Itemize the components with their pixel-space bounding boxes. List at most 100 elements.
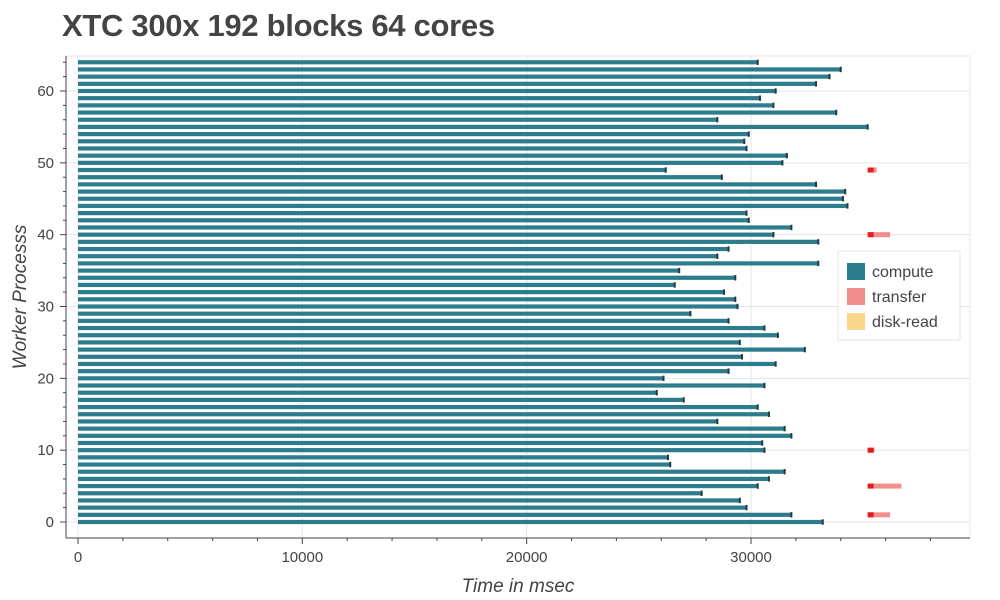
compute-bar — [78, 81, 817, 86]
compute-bar-end — [741, 354, 744, 360]
compute-bar-end — [727, 318, 730, 324]
transfer-bar — [867, 483, 902, 489]
compute-bar-end — [767, 476, 770, 482]
compute-bar-end — [774, 361, 777, 367]
compute-bar — [78, 211, 747, 216]
compute-bar-end — [828, 73, 831, 80]
compute-bar — [78, 254, 718, 259]
compute-bar-end — [716, 253, 719, 259]
compute-bar-end — [720, 174, 723, 180]
compute-bar-end — [772, 102, 775, 109]
transfer-bar — [867, 232, 891, 238]
y-tick-label: 0 — [46, 514, 54, 531]
compute-bar-end — [835, 109, 838, 116]
compute-bar-end — [821, 519, 824, 525]
compute-bar-end — [727, 246, 730, 252]
legend-label: transfer — [872, 289, 927, 306]
compute-bar — [78, 232, 774, 237]
compute-bar-end — [723, 289, 726, 295]
compute-bar-end — [700, 490, 703, 496]
y-tick-label: 20 — [37, 370, 54, 387]
compute-bar — [78, 476, 769, 481]
compute-bar — [78, 361, 776, 367]
compute-bar-end — [783, 469, 786, 475]
compute-bar — [78, 88, 776, 94]
compute-bar-end — [803, 346, 806, 353]
compute-bar — [78, 268, 680, 273]
compute-bar — [78, 304, 738, 309]
transfer-bar-edge — [867, 447, 874, 453]
compute-bar — [78, 297, 736, 302]
compute-bar — [78, 124, 868, 130]
compute-bar — [78, 498, 740, 503]
compute-bar — [78, 433, 792, 438]
compute-bar-end — [745, 504, 748, 511]
compute-bar-end — [767, 411, 770, 417]
compute-bar-end — [666, 454, 669, 461]
compute-bar-end — [839, 66, 842, 73]
compute-bar-end — [866, 124, 869, 130]
x-tick-label: 10000 — [281, 549, 323, 566]
compute-bar — [78, 354, 743, 359]
compute-bar-end — [743, 138, 746, 144]
compute-bar — [78, 448, 765, 453]
compute-bar-end — [747, 131, 750, 137]
compute-bar-end — [734, 275, 737, 281]
x-tick-label: 20000 — [506, 549, 548, 566]
compute-bar-end — [669, 461, 672, 468]
transfer-bar-edge — [867, 232, 874, 238]
compute-bar — [78, 160, 783, 165]
compute-bar-end — [783, 425, 786, 432]
compute-bar — [78, 103, 774, 108]
compute-bar — [78, 383, 765, 388]
compute-bar-end — [815, 181, 818, 188]
chart-title: XTC 300x 192 blocks 64 cores — [62, 8, 495, 43]
compute-bar — [78, 376, 664, 381]
legend-label: disk-read — [872, 314, 938, 331]
compute-bar-end — [763, 447, 766, 453]
compute-bar — [78, 440, 763, 446]
compute-bar — [78, 512, 792, 517]
compute-bar — [78, 218, 749, 223]
compute-bar-end — [662, 375, 665, 382]
compute-bar — [78, 426, 785, 431]
compute-bar-end — [756, 483, 759, 489]
transfer-bar-edge — [867, 167, 874, 173]
compute-bar-end — [758, 95, 761, 101]
compute-bar-end — [678, 267, 681, 274]
compute-bar-end — [745, 145, 748, 152]
legend-swatch — [847, 288, 865, 305]
compute-bar-end — [763, 382, 766, 389]
compute-bar — [78, 96, 760, 101]
transfer-bar-edge — [867, 512, 874, 518]
compute-bar-end — [682, 397, 685, 403]
compute-bar — [78, 146, 747, 151]
compute-bar-end — [756, 404, 759, 410]
compute-bar — [78, 167, 666, 173]
compute-bar-end — [673, 282, 676, 288]
compute-bar-end — [776, 332, 779, 338]
compute-bar — [78, 505, 747, 510]
compute-bar — [78, 333, 778, 338]
compute-bar — [78, 462, 671, 467]
compute-bar — [78, 203, 848, 209]
compute-bar-end — [734, 296, 737, 303]
compute-bar-end — [655, 390, 658, 396]
compute-bar — [78, 369, 729, 374]
compute-bar-end — [689, 310, 692, 317]
compute-bar — [78, 469, 785, 474]
compute-bar — [78, 275, 736, 280]
legend-swatch — [847, 263, 865, 280]
compute-bar — [78, 132, 749, 137]
compute-bar-end — [756, 59, 759, 65]
compute-bar — [78, 390, 657, 395]
compute-bar-end — [844, 188, 847, 195]
compute-bar — [78, 60, 758, 65]
compute-bar — [78, 340, 740, 345]
axes-group: 0 10000 20000 30000 0 10 20 30 40 50 60 — [37, 56, 970, 566]
compute-bar — [78, 347, 805, 352]
compute-bar — [78, 404, 758, 410]
compute-bar-end — [817, 260, 820, 267]
compute-bar — [78, 175, 722, 180]
compute-bar — [78, 246, 729, 252]
